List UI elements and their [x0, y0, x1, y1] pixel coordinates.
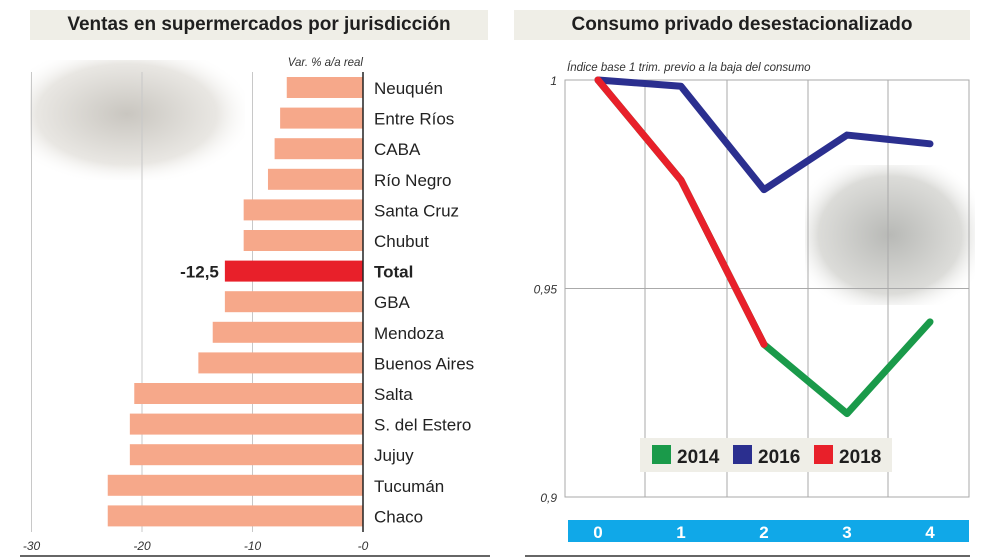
x-tick-label: 4: [925, 523, 935, 542]
x-tick-label: -20: [133, 539, 151, 553]
category-label: Chaco: [374, 507, 423, 526]
category-label: Tucumán: [374, 477, 444, 496]
legend-box: [640, 438, 892, 472]
highlight-value-label: -12,5: [180, 263, 219, 282]
line-chart: Índice base 1 trim. previo a la baja del…: [534, 61, 970, 542]
legend-label: 2014: [677, 447, 720, 468]
category-label: Chubut: [374, 232, 429, 251]
bar-santa-cruz: [243, 199, 363, 221]
x-tick-label: 2: [759, 523, 768, 542]
x-tick-label: 1: [676, 523, 685, 542]
bar-chart: Var. % a/a real Neuquén Entre Ríos CABA Río …: [23, 57, 474, 553]
category-label: S. del Estero: [374, 416, 471, 435]
legend-swatch-2016: [733, 445, 752, 464]
series-line-2018: [594, 76, 768, 348]
bar-buenos-aires: [198, 352, 363, 374]
category-label: GBA: [374, 293, 411, 312]
category-label: Santa Cruz: [374, 201, 459, 220]
category-label: Buenos Aires: [374, 354, 474, 373]
legend-swatch-2014: [652, 445, 671, 464]
bar-jujuy: [129, 444, 363, 466]
category-label: Mendoza: [374, 324, 444, 343]
money-hands-photo: [805, 165, 975, 305]
category-label: Total: [374, 263, 413, 282]
bar-chubut: [243, 230, 363, 251]
x-tick-label: -30: [23, 539, 41, 553]
bar-r-o-negro: [267, 168, 363, 190]
bar-s-del-estero: [129, 413, 363, 435]
bar-chaco: [107, 505, 364, 527]
x-tick-label: 0: [593, 523, 602, 542]
line-chart-title: Consumo privado desestacionalizado: [514, 10, 970, 40]
line-chart-subtitle: Índice base 1 trim. previo a la baja del…: [567, 61, 811, 74]
bar-caba: [274, 138, 363, 160]
bar-salta: [134, 383, 363, 404]
category-label: Salta: [374, 385, 413, 404]
supermarket-cart-photo: [30, 60, 245, 180]
x-tick-label: 3: [842, 523, 851, 542]
x-tick-label: -10: [244, 539, 262, 553]
bar-tucum-n: [107, 474, 364, 496]
category-label: Neuquén: [374, 79, 443, 98]
legend-swatch-2018: [814, 445, 833, 464]
bar-chart-subtitle: Var. % a/a real: [288, 57, 364, 69]
category-label: Entre Ríos: [374, 110, 454, 129]
category-label: Jujuy: [374, 446, 414, 465]
bar-total: [224, 260, 363, 282]
category-label: Río Negro: [374, 171, 451, 190]
bar-entre-r-os: [280, 107, 363, 129]
x-tick-label: -0: [358, 539, 369, 553]
category-label: CABA: [374, 140, 421, 159]
legend-label: 2018: [839, 447, 881, 468]
x-axis-band: [568, 520, 969, 542]
y-tick-label: 0,9: [540, 491, 557, 505]
bar-chart-title: Ventas en supermercados por jurisdicción: [30, 10, 488, 40]
legend-label: 2016: [758, 447, 800, 468]
y-tick-label: 1: [550, 74, 557, 88]
bar-neuqu-n: [286, 77, 363, 98]
bar-mendoza: [212, 321, 363, 343]
y-tick-label: 0,95: [534, 283, 558, 297]
bar-gba: [224, 291, 363, 313]
